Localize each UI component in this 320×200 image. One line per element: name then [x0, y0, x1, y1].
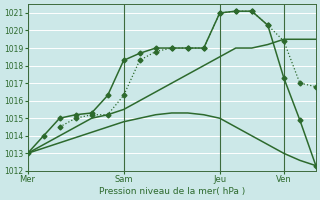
- X-axis label: Pression niveau de la mer( hPa ): Pression niveau de la mer( hPa ): [99, 187, 245, 196]
